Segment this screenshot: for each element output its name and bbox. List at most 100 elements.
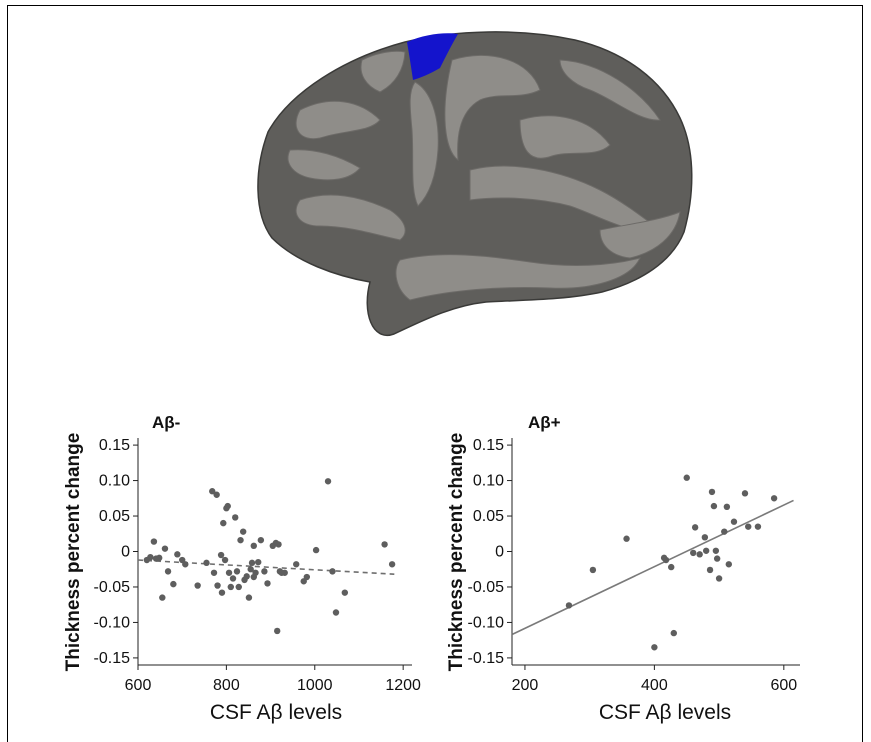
data-point [754,523,762,530]
gyrus-6 [295,194,406,241]
fit-line-group [137,559,395,575]
data-point [161,545,169,552]
scatter-panel-abeta-negative: Aβ- Thickness percent change CSF Aβ leve… [63,413,421,724]
data-point [203,559,210,567]
x-ticks: 600 800 1000 1200 [125,665,421,694]
fit-line [511,499,794,636]
data-point [293,561,300,568]
data-point [248,559,256,567]
y-tick-label: -0.10 [94,614,131,631]
x-tick-label: 200 [512,677,539,694]
y-tick-label: 0.15 [473,437,504,454]
data-point [220,519,227,527]
data-point [247,566,254,573]
fit-line [137,559,395,575]
y-tick-label: 0 [121,544,130,561]
data-point [706,566,714,574]
y-tick-label: 0.10 [473,473,504,490]
data-point [245,594,253,601]
data-point [388,561,396,568]
brain-surface-icon [257,31,693,337]
gyrus-4 [559,59,661,121]
x-axis-label: CSF Aβ levels [210,701,342,724]
data-point [721,528,728,535]
data-point [690,549,697,557]
gyrus-2 [444,54,541,162]
gyrus-1 [409,81,439,207]
data-point [159,594,166,601]
y-axis-label: Thickness percent change [446,433,467,672]
x-ticks: 200 400 600 [512,665,797,694]
data-point [725,561,733,568]
panel-title: Aβ+ [528,413,561,432]
data-point [232,514,239,521]
data-point [324,478,332,485]
y-tick-label: 0.05 [473,508,504,525]
brain-gyri [287,50,681,301]
data-point [250,573,257,581]
y-tick-label: -0.05 [94,579,131,596]
data-point [274,627,281,635]
data-point [218,589,226,596]
data-point [670,629,677,637]
data-point [225,569,233,576]
y-tick-label: 0 [495,544,504,561]
data-point [194,582,201,589]
data-point [691,524,699,531]
data-point [651,644,658,651]
scatter-panel-abeta-positive: Aβ+ Thickness percent change CSF Aβ leve… [446,413,800,724]
data-point [683,474,690,481]
gyrus-3 [519,115,611,159]
data-point [312,546,320,554]
x-tick-label: 1000 [297,677,333,694]
data-point [712,547,720,554]
data-point [257,536,265,544]
data-point [233,568,241,575]
data-point [623,535,630,542]
data-point [589,566,597,574]
y-axis-label: Thickness percent change [63,433,84,672]
data-point [668,563,675,571]
y-tick-label: -0.15 [94,650,131,667]
x-axis-label: CSF Aβ levels [599,701,731,724]
data-point [701,534,709,541]
data-point [770,495,778,502]
data-point [239,528,247,535]
gyrus-0 [295,100,381,140]
data-point [713,555,721,562]
data-point [250,542,257,550]
data-point [210,569,218,576]
data-point [156,554,163,562]
data-point [275,541,282,548]
x-tick-label: 600 [770,677,797,694]
y-tick-label: 0.15 [99,437,130,454]
data-point [303,573,311,581]
data-point [213,491,220,498]
data-point [264,580,271,587]
data-point [696,551,703,558]
x-tick-label: 600 [125,677,152,694]
data-point [662,556,670,564]
y-tick-label: 0.05 [99,508,130,525]
data-point [255,558,262,566]
y-tick-label: -0.05 [468,579,505,596]
x-tick-label: 800 [213,677,240,694]
data-point [237,536,244,544]
data-point [565,602,573,609]
data-point [147,553,154,561]
data-point [182,561,189,568]
data-point [741,490,749,497]
highlighted-region [407,33,458,80]
data-point [174,551,181,558]
data-point [715,575,723,582]
data-point [170,580,177,588]
data-point [261,568,268,575]
data-point [227,583,235,591]
data-point [229,575,237,582]
data-point [723,503,731,511]
data-point [708,488,716,496]
data-point [745,523,752,530]
y-tick-label: -0.10 [468,614,505,631]
data-point [243,573,250,580]
